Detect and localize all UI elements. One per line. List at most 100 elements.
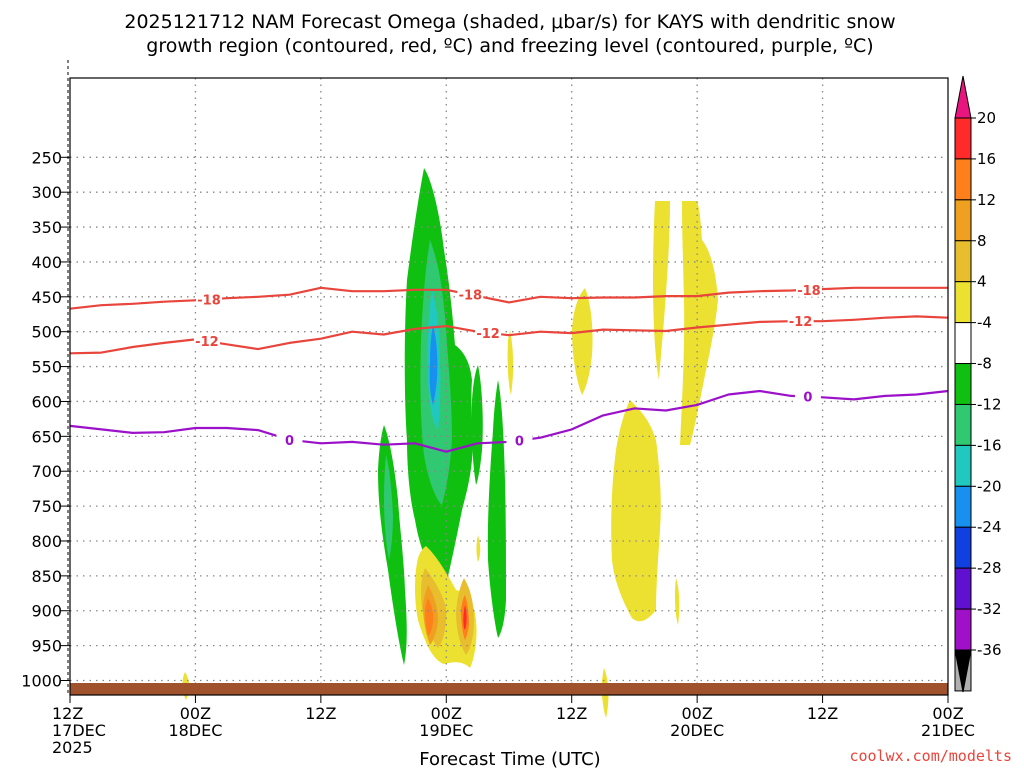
colorbar-label: 4 (977, 273, 987, 291)
colorbar-label: -4 (977, 314, 992, 332)
contour-label-bg (457, 286, 484, 302)
y-tick-label: 300 (31, 183, 62, 202)
colorbar-label: 12 (977, 191, 996, 209)
colorbar-top-arrow (954, 75, 972, 119)
omega-region-yellow-thin-b (674, 578, 680, 625)
colorbar-label: -8 (977, 355, 992, 373)
contour-label: -18 (197, 293, 221, 308)
chart-title-line1: 2025121712 NAM Forecast Omega (shaded, μ… (124, 11, 895, 33)
colorbar-band (954, 117, 972, 160)
y-axis: 250 300 350 400 450 500 550 600 650 700 750 800 850 9… (21, 148, 70, 691)
y-tick-label: 450 (31, 288, 62, 307)
contour-label: 0 (515, 435, 524, 450)
colorbar-label: -12 (977, 395, 1002, 413)
chart-title-line2: growth region (contoured, red, ºC) and f… (146, 35, 873, 57)
x-axis-label: Forecast Time (UTC) (419, 749, 600, 768)
x-tick-label: 00Z (681, 704, 712, 723)
x-tick-label: 00Z (431, 704, 462, 723)
contour-label-bg (794, 388, 821, 404)
colorbar-label: -28 (977, 559, 1002, 577)
colorbar-band (954, 363, 972, 405)
omega-region-yellow-tall-b (680, 201, 718, 445)
contour-lines: -18 -18 -18 -12 -12 -12 0 0 0 (69, 281, 949, 453)
colorbar-band (954, 281, 972, 324)
omega-region-orange-b (425, 598, 434, 636)
x-tick-label: 20DEC (670, 721, 724, 740)
y-tick-label: 250 (31, 148, 62, 167)
omega-region-red-right (463, 605, 467, 630)
colorbar-band (954, 444, 972, 487)
colorbar-band (954, 158, 972, 201)
colorbar-label: 8 (977, 232, 987, 250)
y-tick-label: 500 (31, 323, 62, 342)
y-tick-label: 1000 (21, 672, 62, 691)
contour-label: -18 (459, 289, 483, 304)
contour-label-bg (795, 281, 822, 297)
contour-label: -12 (476, 327, 500, 342)
omega-region-blue-main (429, 325, 438, 405)
y-tick-label: 850 (31, 567, 62, 586)
ground-fill (70, 683, 948, 695)
x-tick-label: 12Z (305, 704, 336, 723)
grid-lines (70, 78, 948, 695)
colorbar-label: -32 (977, 600, 1002, 618)
colorbar-band (954, 322, 972, 365)
y-tick-label: 750 (31, 497, 62, 516)
colorbar-label: -36 (977, 641, 1002, 659)
y-tick-label: 650 (31, 427, 62, 446)
omega-region-yellow-thin-a (507, 330, 514, 395)
contour-label-bg (276, 431, 303, 447)
y-tick-label: 400 (31, 253, 62, 272)
x-tick-label: 12Z (807, 704, 838, 723)
colorbar-band (954, 240, 972, 283)
x-tick-label: 2025 (52, 738, 93, 757)
colorbar-band (954, 567, 972, 610)
y-tick-label: 700 (31, 462, 62, 481)
colorbar-bottom-arrow (954, 649, 972, 693)
colorbar-label: -20 (977, 477, 1002, 495)
omega-region-yellow-tall-a (653, 201, 670, 380)
omega-region-teal-left (384, 455, 393, 560)
y-tick-label: 600 (31, 392, 62, 411)
colorbar-band (954, 526, 972, 569)
omega-region-yellow-dot-c (476, 535, 481, 562)
contour-label-bg (787, 313, 814, 329)
y-tick-label: 950 (31, 637, 62, 656)
contour-label: -12 (195, 335, 219, 350)
x-tick-label: 18DEC (168, 721, 222, 740)
colorbar-label: -16 (977, 436, 1002, 454)
x-tick-label: 17DEC (52, 721, 106, 740)
y-tick-label: 550 (31, 358, 62, 377)
x-tick-label: 12Z (52, 704, 83, 723)
colorbar-band (954, 403, 972, 446)
contour-label-bg (196, 291, 223, 307)
omega-region-yellow-mid (611, 400, 661, 622)
y-tick-label: 900 (31, 602, 62, 621)
x-tick-label: 21DEC (921, 721, 975, 740)
credit-text: coolwx.com/modelts (849, 747, 1012, 765)
colorbar-band (954, 485, 972, 528)
x-tick-label: 12Z (556, 704, 587, 723)
contour-label: -18 (797, 284, 821, 299)
colorbar: 20 16 12 8 4 -4 -8 -12 -16 -20 -24 -28 -32 -36 (954, 75, 1002, 693)
contour-label-bg (475, 324, 502, 340)
contour-label: 0 (285, 434, 294, 449)
x-tick-label: 00Z (932, 704, 963, 723)
omega-region-yellow-upper (572, 288, 593, 395)
x-tick-label: 00Z (180, 704, 211, 723)
omega-region-green-right (487, 380, 506, 638)
omega-region-green-small (471, 365, 483, 485)
colorbar-band (954, 199, 972, 242)
colorbar-label: 20 (977, 109, 996, 127)
y-tick-label: 800 (31, 532, 62, 551)
plot-frame (69, 77, 949, 696)
contour-label: -12 (789, 315, 813, 330)
omega-shading (182, 168, 718, 718)
colorbar-label: 16 (977, 150, 996, 168)
x-tick-label: 19DEC (419, 721, 473, 740)
y-tick-label: 350 (31, 218, 62, 237)
colorbar-label: -24 (977, 518, 1002, 536)
contour-label: 0 (803, 391, 812, 406)
